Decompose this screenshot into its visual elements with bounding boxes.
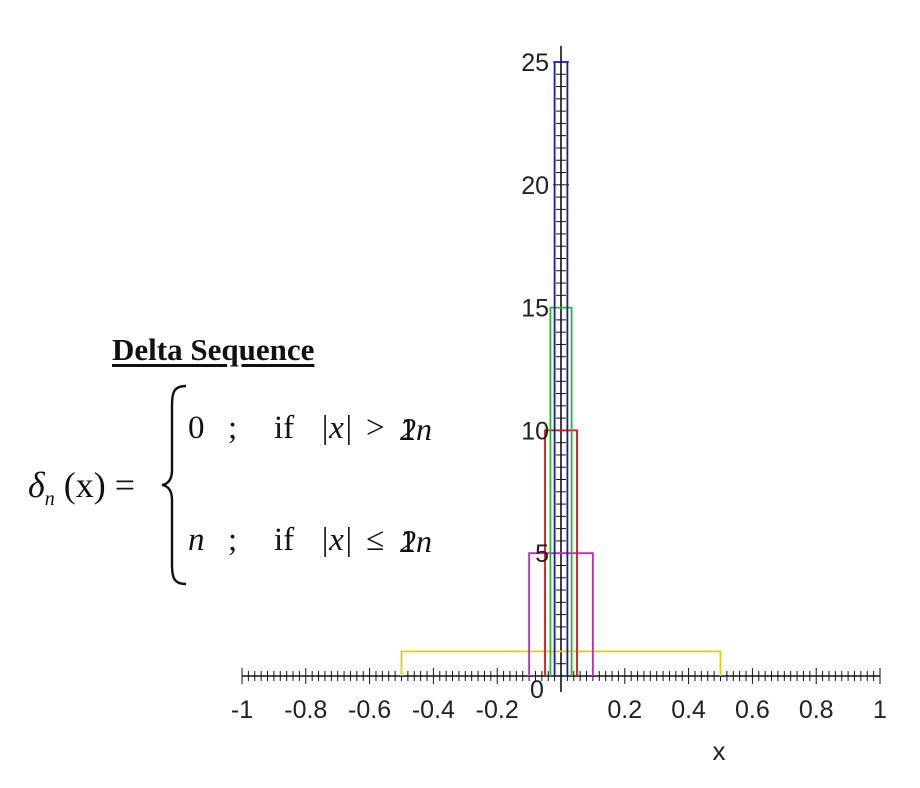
series-line-n1 [400, 650, 722, 676]
delta-argument: (x) = [63, 465, 136, 505]
case-2-separator: ; [228, 522, 238, 558]
x-tick-label: -0.6 [348, 696, 391, 724]
y-tick-label: 10 [521, 417, 549, 445]
case-2-if: if [274, 522, 295, 558]
x-tick-label: 0.2 [607, 696, 642, 724]
x-tick-label: -0.2 [476, 696, 519, 724]
case-1-abs: |x| [320, 410, 353, 446]
x-tick-label: 0.6 [735, 696, 770, 724]
case-2-abs: |x| [320, 522, 353, 558]
case-2-value: n [188, 522, 205, 558]
x-tick-label: -0.4 [412, 696, 455, 724]
y-tick-label: 20 [521, 172, 549, 200]
x-tick-label: 0.4 [671, 696, 706, 724]
x-tick-label: -1 [231, 696, 253, 724]
case-1-relation: > [366, 410, 385, 446]
series-line-n5 [528, 552, 594, 676]
x-tick-label: -0.8 [284, 696, 327, 724]
case-1-separator: ; [228, 410, 238, 446]
axes [241, 46, 881, 692]
x-axis-label: x [713, 736, 726, 766]
x-tick-label: 0 [530, 676, 544, 704]
series-line-n25 [553, 61, 569, 676]
tick-layer: -1 -0.8 -0.6 -0.4 -0.200.2 0.4 0.6 0.8 151015202… [231, 49, 887, 724]
x-tick-label: 1 [873, 696, 887, 724]
series-layer [400, 61, 722, 676]
case-1-numerator: 1 [400, 411, 416, 447]
case-1-if: if [274, 410, 295, 446]
left-brace [161, 384, 187, 586]
case-2-relation: ≤ [366, 522, 385, 558]
case-1-value: 0 [188, 410, 205, 446]
delta-subscript: n [44, 488, 55, 511]
case-2-denominator: 2n [400, 523, 432, 559]
delta-symbol: δ [28, 465, 45, 505]
y-tick-label: 5 [535, 540, 549, 568]
formula-title: Delta Sequence [112, 332, 315, 367]
x-tick-label: 0.8 [799, 696, 834, 724]
formula-lhs: δn (x) = [28, 464, 135, 511]
y-tick-label: 25 [521, 49, 549, 77]
series-line-n10 [544, 429, 578, 676]
case-2-numerator: 1 [400, 523, 416, 559]
y-tick-label: 15 [521, 295, 549, 323]
series-line-n15 [549, 306, 573, 676]
case-1-denominator: 2n [400, 411, 432, 447]
